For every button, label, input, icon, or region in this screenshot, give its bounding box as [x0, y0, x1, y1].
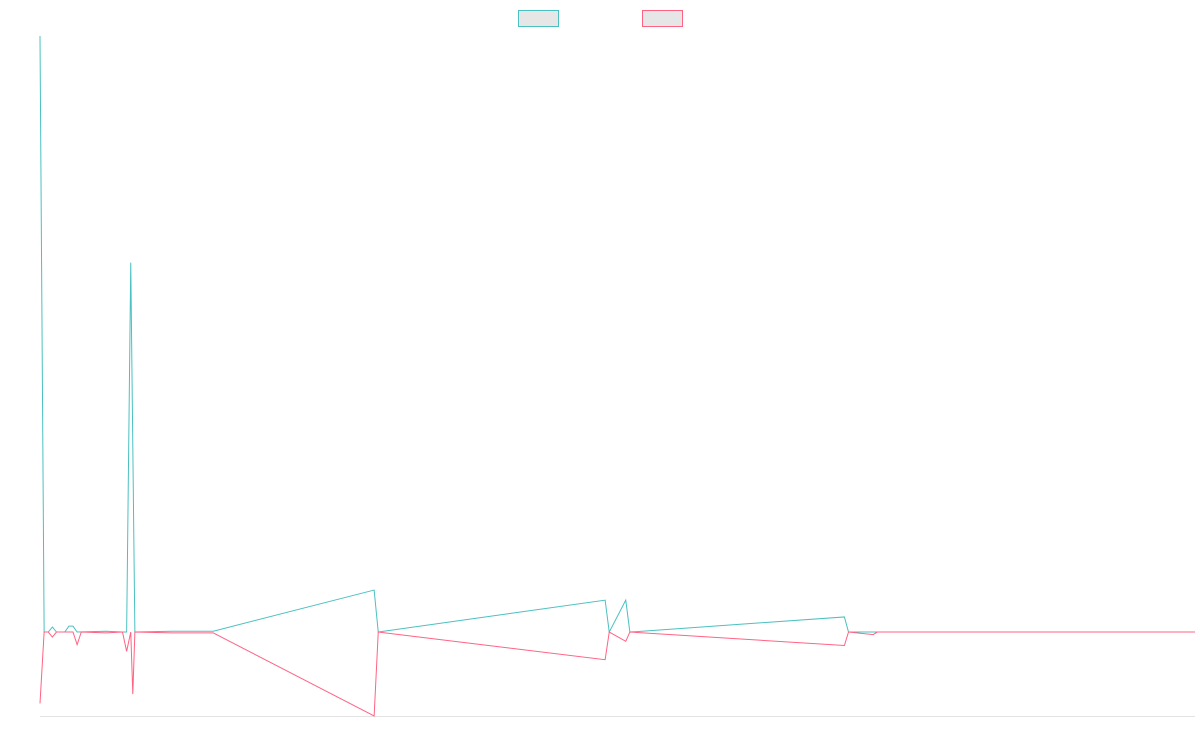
legend [518, 10, 683, 27]
series-line-1 [39, 35, 1195, 634]
legend-swatch-1[interactable] [518, 10, 559, 27]
legend-swatch-2[interactable] [642, 10, 683, 27]
series-layer [39, 35, 1195, 717]
series-line-2 [39, 631, 1195, 717]
